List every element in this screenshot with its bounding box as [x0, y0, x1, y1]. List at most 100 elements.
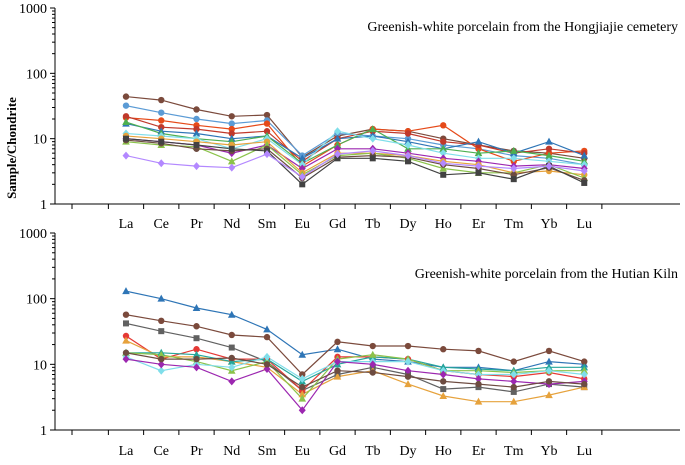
- x-tick-label: Pr: [190, 444, 203, 459]
- y-tick-label: 1: [40, 198, 47, 213]
- data-point: [404, 151, 412, 160]
- data-point: [334, 338, 341, 346]
- data-point: [193, 125, 200, 133]
- series-lines: [125, 290, 585, 412]
- series-line: [125, 314, 585, 376]
- data-point: [228, 130, 235, 137]
- data-point: [404, 380, 412, 388]
- y-tick-label: 1000: [19, 2, 47, 17]
- data-point: [157, 159, 165, 168]
- data-point: [158, 355, 165, 363]
- data-point: [192, 304, 201, 312]
- data-point: [263, 352, 271, 361]
- data-point: [122, 355, 130, 364]
- data-point: [545, 347, 553, 355]
- data-point: [228, 377, 236, 386]
- chart-title: Greenish-white porcelain from the Hongji…: [367, 20, 678, 35]
- x-tick-label: Eu: [294, 444, 310, 459]
- data-point: [545, 391, 553, 399]
- data-point: [157, 366, 165, 375]
- data-point: [475, 347, 482, 355]
- data-point: [405, 158, 411, 165]
- data-point: [298, 390, 307, 398]
- data-point: [263, 111, 271, 119]
- series-line: [125, 358, 585, 412]
- data-point: [368, 125, 377, 133]
- data-point: [404, 357, 412, 366]
- series-line: [125, 352, 585, 400]
- series-line: [125, 322, 585, 393]
- data-point: [368, 350, 377, 358]
- data-point: [263, 361, 271, 368]
- data-point: [193, 346, 200, 353]
- data-point: [545, 357, 553, 365]
- x-tick-label: Dy: [399, 444, 416, 459]
- data-point: [369, 155, 376, 162]
- data-point: [333, 345, 342, 353]
- x-tick-label: Ho: [435, 217, 452, 232]
- x-tick-label: Er: [472, 217, 486, 232]
- series-line: [125, 340, 585, 403]
- data-point: [299, 371, 306, 378]
- x-tick-label: Eu: [294, 217, 310, 232]
- data-point: [545, 378, 553, 385]
- data-point: [157, 350, 166, 358]
- data-point: [228, 120, 235, 127]
- data-point: [228, 113, 235, 120]
- data-point: [440, 138, 447, 145]
- series-line: [125, 130, 585, 166]
- data-point: [404, 373, 412, 380]
- data-point: [545, 145, 553, 152]
- data-point: [228, 344, 235, 351]
- data-point: [122, 93, 130, 100]
- y-tick-label: 100: [26, 293, 47, 308]
- data-point: [193, 106, 200, 113]
- data-point: [298, 374, 306, 383]
- series-line: [126, 352, 585, 383]
- data-point: [404, 366, 412, 375]
- x-tick-label: Lu: [576, 444, 592, 459]
- data-point: [474, 137, 483, 145]
- y-tick-label: 1: [40, 424, 47, 439]
- data-point: [158, 109, 165, 116]
- x-tick-label: Sm: [258, 444, 277, 459]
- data-point: [545, 137, 553, 145]
- data-point: [440, 386, 447, 393]
- data-point: [369, 369, 376, 376]
- data-point: [122, 336, 130, 344]
- x-tick-label: Ce: [153, 444, 169, 459]
- data-point: [263, 333, 271, 341]
- data-point: [580, 366, 589, 374]
- data-point: [228, 354, 235, 362]
- data-point: [334, 150, 341, 159]
- data-point: [192, 129, 201, 137]
- series-line: [125, 138, 585, 186]
- data-point: [122, 117, 130, 125]
- data-point: [440, 346, 447, 353]
- data-point: [510, 358, 517, 365]
- data-point: [510, 154, 518, 163]
- x-tick-label: Tm: [504, 444, 524, 459]
- data-point: [122, 151, 130, 160]
- axes: 1 10 100 1000 La Ce Pr Nd Sm Eu Gd Tb Dy Ho Er Tm Yb Lu: [19, 227, 680, 459]
- data-point: [298, 406, 306, 415]
- data-point: [122, 102, 130, 109]
- data-point: [404, 140, 412, 149]
- data-point: [475, 374, 482, 383]
- data-point: [228, 163, 236, 172]
- x-tick-label: Nd: [223, 217, 240, 232]
- x-tick-label: Sm: [258, 217, 277, 232]
- data-point: [474, 149, 483, 157]
- data-point: [439, 370, 447, 379]
- data-point: [510, 164, 518, 173]
- x-tick-label: Pr: [190, 217, 203, 232]
- data-point: [581, 358, 588, 365]
- data-point: [193, 355, 200, 363]
- data-point: [158, 117, 165, 124]
- data-point: [227, 310, 236, 318]
- data-point: [122, 349, 130, 356]
- data-point: [193, 141, 200, 148]
- data-point: [439, 159, 447, 168]
- axes: 1 10 100 1000 La Ce Pr Nd Sm Eu Gd Tb Dy Ho Er Tm Yb Lu: [19, 2, 680, 232]
